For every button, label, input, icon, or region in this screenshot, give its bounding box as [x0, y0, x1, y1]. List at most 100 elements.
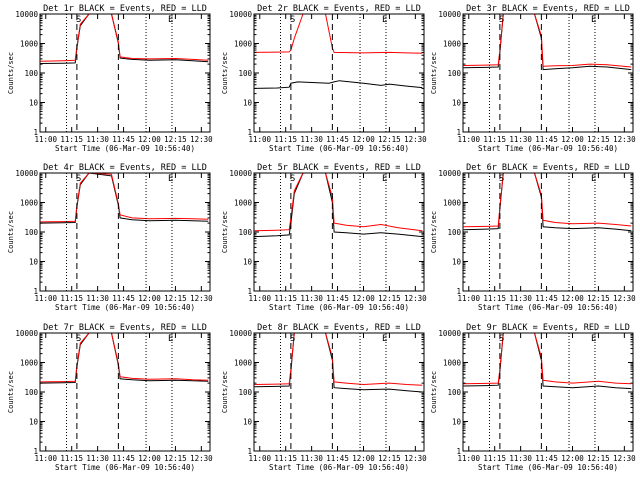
x-tick-label: 11:30 — [509, 135, 532, 144]
x-tick-label: 11:15 — [274, 454, 297, 463]
x-tick-label: 12:30 — [404, 294, 427, 303]
end-marker-label: E — [382, 174, 387, 184]
x-axis-label: Start Time (06-Mar-09 10:56:40) — [269, 144, 409, 153]
x-tick-label: 11:00 — [457, 294, 480, 303]
x-axis-label: Start Time (06-Mar-09 10:56:40) — [55, 144, 195, 153]
plot-frame — [253, 332, 425, 452]
x-tick-label: 12:00 — [138, 294, 161, 303]
y-tick-label: 1 — [247, 128, 252, 137]
y-axis-label: Counts/sec — [221, 371, 229, 413]
x-tick-label: 12:15 — [587, 454, 610, 463]
end-marker-label: E — [382, 15, 387, 25]
y-tick-label: 10 — [243, 99, 253, 108]
lld-series-line — [40, 172, 209, 223]
y-tick-label: 10000 — [15, 169, 38, 178]
x-tick-label: 11:15 — [274, 135, 297, 144]
x-tick-label: 11:15 — [60, 135, 83, 144]
y-tick-label: 1 — [33, 447, 38, 456]
end-marker-label: E — [591, 334, 596, 344]
panel-title: Det 9r BLACK = Events, RED = LLD — [466, 323, 630, 333]
y-tick-label: 100 — [447, 228, 461, 237]
y-tick-label: 10000 — [229, 10, 252, 19]
y-tick-label: 10 — [452, 418, 462, 427]
x-tick-label: 11:15 — [483, 294, 506, 303]
x-tick-label: 12:00 — [561, 135, 584, 144]
x-tick-label: 12:15 — [378, 294, 401, 303]
lld-series-line — [463, 172, 632, 228]
y-tick-label: 10 — [243, 418, 253, 427]
events-series-line — [254, 172, 423, 238]
y-tick-label: 10000 — [229, 329, 252, 338]
y-tick-label: 1000 — [20, 40, 39, 49]
events-series-line — [463, 13, 632, 71]
x-tick-label: 12:00 — [561, 454, 584, 463]
end-marker-label: E — [168, 334, 173, 344]
x-tick-label: 12:30 — [404, 454, 427, 463]
x-tick-label: 11:45 — [326, 454, 349, 463]
y-tick-label: 100 — [24, 69, 38, 78]
y-tick-label: 10 — [452, 99, 462, 108]
start-marker-label: S — [290, 15, 295, 25]
x-tick-label: 11:45 — [112, 454, 135, 463]
lld-series-line — [254, 172, 423, 232]
events-series-line — [463, 332, 632, 390]
x-tick-label: 11:15 — [274, 294, 297, 303]
start-marker-label: S — [499, 174, 504, 184]
x-tick-label: 11:45 — [535, 454, 558, 463]
x-axis-label: Start Time (06-Mar-09 10:56:40) — [478, 144, 618, 153]
x-tick-label: 12:15 — [378, 135, 401, 144]
x-tick-label: 12:30 — [190, 294, 213, 303]
x-axis-label: Start Time (06-Mar-09 10:56:40) — [55, 463, 195, 472]
plot-frame — [462, 172, 634, 292]
y-tick-label: 10 — [29, 258, 39, 267]
y-tick-label: 1000 — [20, 359, 39, 368]
x-tick-label: 11:00 — [34, 135, 57, 144]
y-tick-label: 1 — [33, 287, 38, 296]
x-tick-label: 11:00 — [34, 294, 57, 303]
x-tick-label: 11:45 — [326, 294, 349, 303]
y-tick-label: 10 — [29, 418, 39, 427]
y-axis-label: Counts/sec — [430, 52, 438, 94]
start-marker-label: S — [499, 334, 504, 344]
x-axis-label: Start Time (06-Mar-09 10:56:40) — [478, 303, 618, 312]
panel-title: Det 3r BLACK = Events, RED = LLD — [466, 4, 630, 14]
x-axis-label: Start Time (06-Mar-09 10:56:40) — [269, 303, 409, 312]
end-marker-label: E — [168, 15, 173, 25]
y-tick-label: 100 — [24, 388, 38, 397]
start-marker-label: S — [290, 334, 295, 344]
x-axis-label: Start Time (06-Mar-09 10:56:40) — [55, 303, 195, 312]
plot-frame — [462, 332, 634, 452]
y-tick-label: 10 — [243, 258, 253, 267]
x-tick-label: 11:15 — [483, 135, 506, 144]
y-axis-label: Counts/sec — [221, 211, 229, 253]
y-tick-label: 10000 — [438, 169, 461, 178]
x-tick-label: 12:00 — [352, 135, 375, 144]
x-tick-label: 12:15 — [587, 294, 610, 303]
y-tick-label: 1 — [456, 287, 461, 296]
y-tick-label: 100 — [238, 69, 252, 78]
x-tick-label: 11:30 — [509, 454, 532, 463]
events-series-line — [254, 80, 423, 89]
y-tick-label: 1000 — [443, 359, 462, 368]
x-tick-label: 11:30 — [509, 294, 532, 303]
panel-title: Det 4r BLACK = Events, RED = LLD — [43, 163, 207, 173]
panel-title: Det 5r BLACK = Events, RED = LLD — [257, 163, 421, 173]
events-series-line — [40, 332, 209, 384]
end-marker-label: E — [591, 174, 596, 184]
start-marker-label: S — [290, 174, 295, 184]
x-tick-label: 11:30 — [86, 135, 109, 144]
lld-series-line — [254, 332, 423, 386]
plot-frame — [462, 13, 634, 133]
y-axis-label: Counts/sec — [221, 52, 229, 94]
x-tick-label: 11:45 — [535, 135, 558, 144]
y-tick-label: 10 — [29, 99, 39, 108]
y-tick-label: 1000 — [234, 40, 253, 49]
